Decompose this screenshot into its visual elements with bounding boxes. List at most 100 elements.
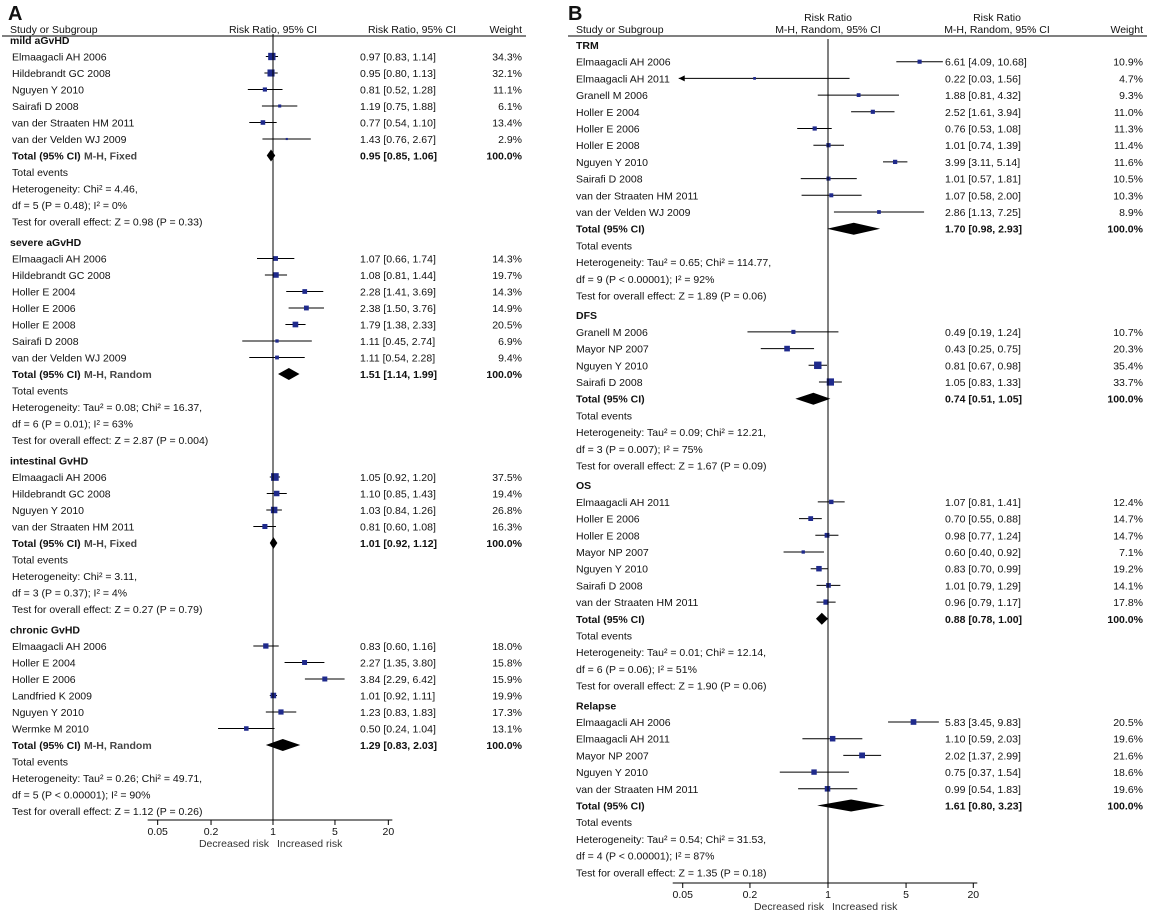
study-marker xyxy=(910,719,917,725)
study-weight: 18.6% xyxy=(1113,767,1143,779)
heterogeneity-note: Test for overall effect: Z = 2.87 (P = 0… xyxy=(12,435,208,447)
column-header-study: Study or Subgroup xyxy=(10,24,98,36)
study-marker xyxy=(917,59,922,64)
heterogeneity-note: Heterogeneity: Tau² = 0.01; Chi² = 12.14… xyxy=(576,647,766,659)
study-ci-value: 0.43 [0.25, 0.75] xyxy=(945,344,1021,356)
total-weight: 100.0% xyxy=(486,740,522,752)
axis-label-decreased: Decreased risk xyxy=(754,901,825,913)
study-label: Hildebrandt GC 2008 xyxy=(12,68,111,80)
study-weight: 35.4% xyxy=(1113,360,1143,372)
x-tick-label: 0.05 xyxy=(147,826,168,838)
heterogeneity-note: Heterogeneity: Tau² = 0.08; Chi² = 16.37… xyxy=(12,402,202,414)
study-marker xyxy=(829,193,834,198)
total-weight: 100.0% xyxy=(486,151,522,163)
study-ci-value: 2.38 [1.50, 3.76] xyxy=(360,303,436,315)
study-label: Granell M 2006 xyxy=(576,327,648,339)
study-ci-value: 0.83 [0.60, 1.16] xyxy=(360,641,436,653)
study-marker xyxy=(892,159,898,165)
study-label: Mayor NP 2007 xyxy=(576,344,649,356)
study-marker xyxy=(811,769,817,775)
study-marker xyxy=(292,321,299,328)
study-marker xyxy=(823,599,829,605)
study-label: Sairafi D 2008 xyxy=(12,101,79,113)
heterogeneity-note: Total events xyxy=(576,240,632,252)
study-ci-value: 1.07 [0.66, 1.74] xyxy=(360,254,436,266)
axis-label-increased: Increased risk xyxy=(832,901,898,913)
study-weight: 19.9% xyxy=(492,691,522,703)
study-label: van der Straaten HM 2011 xyxy=(576,784,699,796)
study-label: Holler E 2004 xyxy=(12,658,76,670)
study-marker xyxy=(824,532,830,538)
heterogeneity-note: Total events xyxy=(576,631,632,643)
heterogeneity-note: Test for overall effect: Z = 1.67 (P = 0… xyxy=(576,461,766,473)
heterogeneity-note: Test for overall effect: Z = 0.98 (P = 0… xyxy=(12,217,202,229)
heterogeneity-note: Heterogeneity: Chi² = 4.46, xyxy=(12,184,138,196)
study-weight: 34.3% xyxy=(492,52,522,64)
study-label: Holler E 2008 xyxy=(576,530,640,542)
study-marker xyxy=(273,272,279,278)
heterogeneity-note: df = 6 (P = 0.01); I² = 63% xyxy=(12,419,133,431)
summary-diamond xyxy=(266,149,276,162)
study-marker xyxy=(285,137,288,141)
study-weight: 15.9% xyxy=(492,674,522,686)
study-marker xyxy=(859,752,866,759)
study-ci-value: 0.96 [0.79, 1.17] xyxy=(945,597,1021,609)
study-weight: 14.9% xyxy=(492,303,522,315)
x-tick-label: 5 xyxy=(332,826,338,838)
study-ci-value: 0.95 [0.80, 1.13] xyxy=(360,68,436,80)
column-header-plot: Risk Ratio, 95% CI xyxy=(229,24,317,36)
study-ci-value: 2.52 [1.61, 3.94] xyxy=(945,107,1021,119)
study-marker xyxy=(244,726,249,731)
total-weight: 100.0% xyxy=(1107,394,1143,406)
study-label: Elmaagacli AH 2011 xyxy=(576,497,670,509)
study-label: van der Straaten HM 2011 xyxy=(576,597,699,609)
study-weight: 32.1% xyxy=(492,68,522,80)
study-weight: 10.5% xyxy=(1113,174,1143,186)
study-ci-value: 2.86 [1.13, 7.25] xyxy=(945,207,1021,219)
subgroup-title: TRM xyxy=(576,40,599,52)
study-marker xyxy=(273,256,278,261)
study-label: van der Velden WJ 2009 xyxy=(12,134,127,146)
study-label: Elmaagacli AH 2006 xyxy=(12,52,107,64)
study-weight: 19.7% xyxy=(492,270,522,282)
heterogeneity-note: Total events xyxy=(12,167,68,179)
study-weight: 11.0% xyxy=(1114,107,1143,119)
heterogeneity-note: Total events xyxy=(576,410,632,422)
heterogeneity-note: Total events xyxy=(12,757,68,769)
study-marker xyxy=(271,473,279,481)
study-marker xyxy=(784,345,790,352)
study-ci-value: 0.81 [0.52, 1.28] xyxy=(360,85,436,97)
study-ci-value: 2.27 [1.35, 3.80] xyxy=(360,658,436,670)
study-ci-value: 2.02 [1.37, 2.99] xyxy=(945,750,1021,762)
study-ci-value: 5.83 [3.45, 9.83] xyxy=(945,717,1021,729)
study-ci-value: 0.97 [0.83, 1.14] xyxy=(360,52,436,64)
total-method: M-H, Random xyxy=(84,740,152,752)
total-label: Total (95% CI) xyxy=(576,394,645,406)
total-method: M-H, Fixed xyxy=(84,151,137,163)
column-header-value: M-H, Random, 95% CI xyxy=(944,24,1050,36)
study-ci-value: 1.08 [0.81, 1.44] xyxy=(360,270,436,282)
study-weight: 17.3% xyxy=(492,707,522,719)
study-label: van der Straaten HM 2011 xyxy=(12,522,135,534)
study-label: Holler E 2008 xyxy=(576,140,640,152)
summary-diamond xyxy=(278,368,300,380)
subgroup-title: severe aGvHD xyxy=(10,237,82,249)
total-ci-value: 0.74 [0.51, 1.05] xyxy=(945,394,1022,406)
study-label: Hildebrandt GC 2008 xyxy=(12,270,111,282)
subgroup-title: chronic GvHD xyxy=(10,625,80,637)
x-tick-label: 0.2 xyxy=(743,889,758,901)
summary-diamond xyxy=(827,222,881,235)
heterogeneity-note: df = 9 (P < 0.00001); I² = 92% xyxy=(576,274,714,286)
study-ci-value: 0.75 [0.37, 1.54] xyxy=(945,767,1021,779)
study-marker xyxy=(268,52,276,61)
study-ci-value: 1.11 [0.45, 2.74] xyxy=(360,336,435,348)
study-label: Elmaagacli AH 2011 xyxy=(576,73,670,85)
study-ci-value: 0.49 [0.19, 1.24] xyxy=(945,327,1021,339)
heterogeneity-note: Test for overall effect: Z = 0.27 (P = 0… xyxy=(12,604,202,616)
total-ci-value: 1.01 [0.92, 1.12] xyxy=(360,538,437,550)
study-weight: 14.3% xyxy=(492,287,522,299)
column-header-weight: Weight xyxy=(490,24,523,36)
study-marker xyxy=(753,77,756,80)
study-label: Landfried K 2009 xyxy=(12,691,92,703)
